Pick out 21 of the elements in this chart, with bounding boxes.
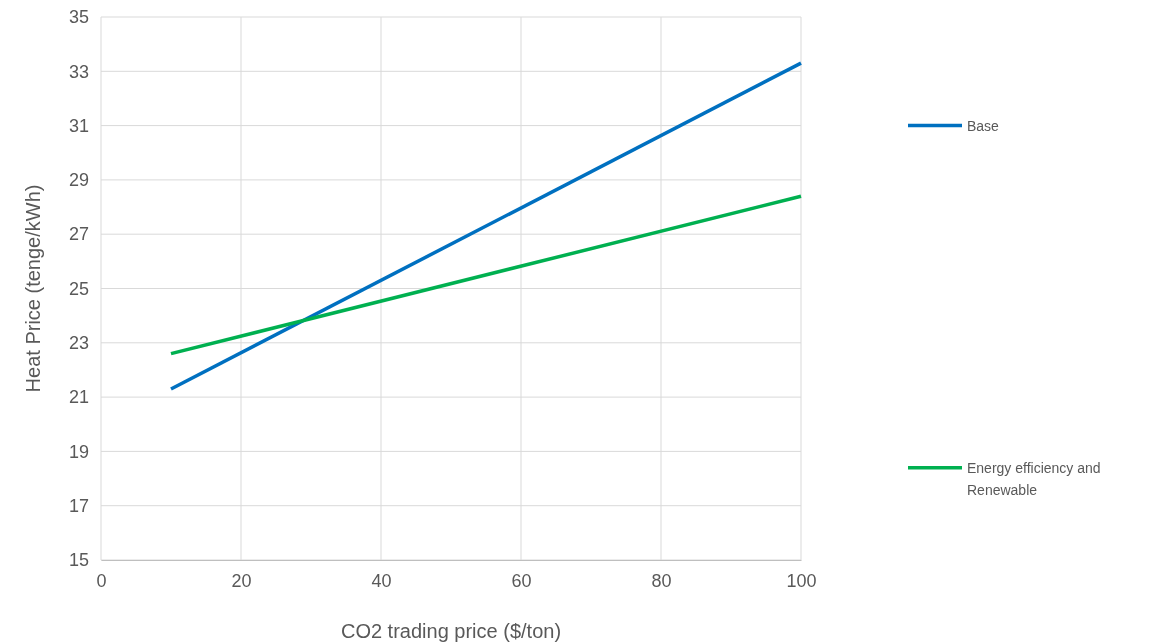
y-tick-label: 21 [68, 387, 89, 408]
y-tick-label: 19 [68, 441, 89, 462]
x-tick-label: 80 [651, 570, 672, 591]
y-tick-label: 35 [68, 7, 89, 28]
x-tick-label: 40 [371, 570, 392, 591]
y-tick-label: 27 [68, 224, 89, 245]
x-tick-label: 0 [96, 570, 107, 591]
x-tick-label: 20 [231, 570, 252, 591]
y-axis-title: Heat Price (tenge/kWh) [22, 184, 44, 393]
legend-label: Base [967, 117, 1000, 134]
y-tick-label: 15 [68, 550, 89, 571]
x-axis-title: CO2 trading price ($/ton) [340, 620, 562, 642]
y-tick-label: 17 [68, 495, 89, 516]
legend-label: Energy efficiency and Renewable [967, 459, 1101, 498]
y-tick-label: 31 [68, 115, 89, 136]
x-tick-label: 60 [511, 570, 532, 591]
y-tick-label: 23 [68, 333, 89, 354]
y-tick-label: 33 [68, 61, 89, 82]
y-tick-label: 29 [68, 170, 89, 191]
x-tick-label: 100 [786, 570, 817, 591]
y-tick-label: 25 [68, 278, 89, 299]
